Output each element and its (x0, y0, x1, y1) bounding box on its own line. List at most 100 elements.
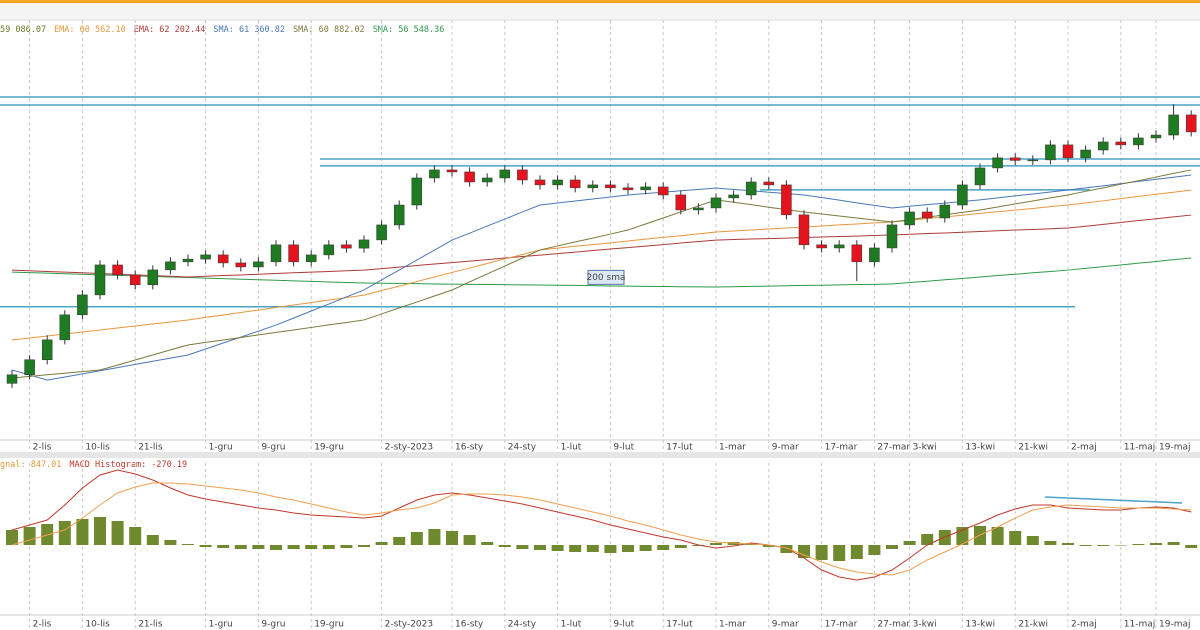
candle-body (1150, 134, 1162, 139)
x-tick-label: 24-sty (508, 443, 537, 453)
histogram-bar (516, 545, 529, 549)
candle-body (904, 211, 915, 226)
histogram-bar (23, 527, 36, 545)
indicator-value: EMA: 62 202.44 (134, 25, 206, 35)
candle-body (1009, 157, 1021, 161)
candle-body (165, 261, 176, 271)
candle-body (1045, 144, 1056, 161)
histogram-bar (481, 542, 494, 545)
candle-body (358, 239, 370, 249)
histogram-bar (991, 527, 1004, 545)
candle-body (112, 264, 123, 276)
x-tick-label: 17-mar (825, 620, 858, 630)
x-tick-label: 9-gru (261, 620, 285, 630)
candle-body (1097, 141, 1109, 151)
histogram-bar (6, 530, 18, 545)
histogram-bar (586, 545, 599, 552)
indicator-line (11, 257, 1192, 288)
candle-body (693, 207, 704, 211)
x-tick-label: 3-kwi (913, 620, 937, 630)
panel-separator (0, 452, 1200, 458)
x-tick-label: 19-gru (314, 443, 344, 453)
histogram-bar (146, 535, 159, 545)
histogram-bar (358, 545, 370, 547)
top-bar (0, 0, 1200, 3)
candle-body (341, 244, 352, 249)
x-tick-label: 19-maj (1159, 443, 1190, 453)
annotation-text: 200 sma (586, 273, 625, 283)
histogram-bar (287, 545, 300, 549)
histogram-bar (76, 519, 89, 545)
indicator-values: gnal: 847.01 MACD Histogram: -270.19 (0, 460, 187, 470)
histogram-bar (1114, 545, 1127, 546)
candle-body (323, 244, 335, 256)
x-tick-label: 21-kwi (1018, 620, 1048, 630)
x-tick-label: 27-mar (877, 620, 910, 630)
candle-body (270, 244, 282, 263)
indicator-values: 59 086.07 EMA: 60 562.10 EMA: 62 202.44 SMA… (0, 25, 444, 35)
x-tick-label: 1-gru (209, 620, 233, 630)
x-tick-label: 21-lis (138, 443, 163, 453)
histogram-bar (921, 534, 934, 545)
candle-body (763, 181, 775, 186)
histogram-bar (58, 521, 71, 545)
histogram-bar (305, 545, 318, 549)
histogram-bar (498, 545, 511, 547)
histogram-bar (710, 543, 722, 545)
x-tick-label: 19-maj (1159, 620, 1190, 630)
x-tick-label: 1-gru (209, 443, 233, 453)
x-tick-label: 2-lis (33, 443, 52, 453)
x-tick-label: 1-mar (719, 620, 746, 630)
x-tick-label: 21-lis (138, 620, 163, 630)
candle-body (552, 179, 563, 186)
indicator-value: SMA: 61 360.82 (213, 25, 285, 35)
histogram-bar (182, 544, 194, 545)
candle-body (745, 181, 757, 196)
histogram-bar (657, 545, 670, 550)
indicator-value: EMA: 60 562.10 (54, 25, 126, 35)
histogram-bar (1026, 536, 1039, 545)
x-tick-label: 17-lut (666, 620, 693, 630)
x-tick-label: 10-lis (85, 443, 110, 453)
candle-body (939, 204, 951, 219)
candle-body (710, 197, 722, 209)
histogram-bar (1150, 543, 1162, 545)
histogram-bar (604, 545, 617, 553)
indicator-line (11, 214, 1192, 278)
candle-body (77, 294, 88, 316)
candle-body (587, 184, 599, 189)
candle-body (569, 179, 581, 189)
histogram-bar (1167, 542, 1180, 545)
indicator-value: SMA: 56 548.36 (373, 25, 445, 35)
candle-body (781, 184, 792, 216)
candle-body (1133, 137, 1144, 146)
candle-body (816, 244, 827, 249)
candle-body (798, 214, 810, 246)
candle-body (675, 194, 687, 211)
indicator-line (11, 469, 1192, 581)
candle-body (957, 184, 968, 206)
candle-body (464, 171, 475, 183)
candle-body (1185, 114, 1197, 133)
candle-body (1080, 149, 1091, 159)
histogram-bar (903, 541, 916, 545)
candle-body (253, 261, 264, 268)
candle-body (59, 314, 71, 341)
x-tick-label: 21-kwi (1018, 443, 1048, 453)
candle-body (1115, 141, 1127, 146)
histogram-bar (322, 545, 335, 549)
annotation-box (587, 269, 625, 285)
candle-body (411, 177, 423, 206)
candle-body (1062, 144, 1074, 159)
candle-body (24, 359, 35, 376)
candle-body (94, 264, 106, 296)
histogram-bar (833, 545, 846, 561)
histogram-bar (1185, 545, 1198, 548)
histogram-bar (762, 545, 775, 547)
histogram-bar (129, 527, 142, 545)
candle-body (622, 187, 634, 191)
candle-body (869, 247, 880, 263)
indicator-value: MACD Histogram: -270.19 (69, 460, 187, 470)
x-tick-label: 2-lis (33, 620, 52, 630)
